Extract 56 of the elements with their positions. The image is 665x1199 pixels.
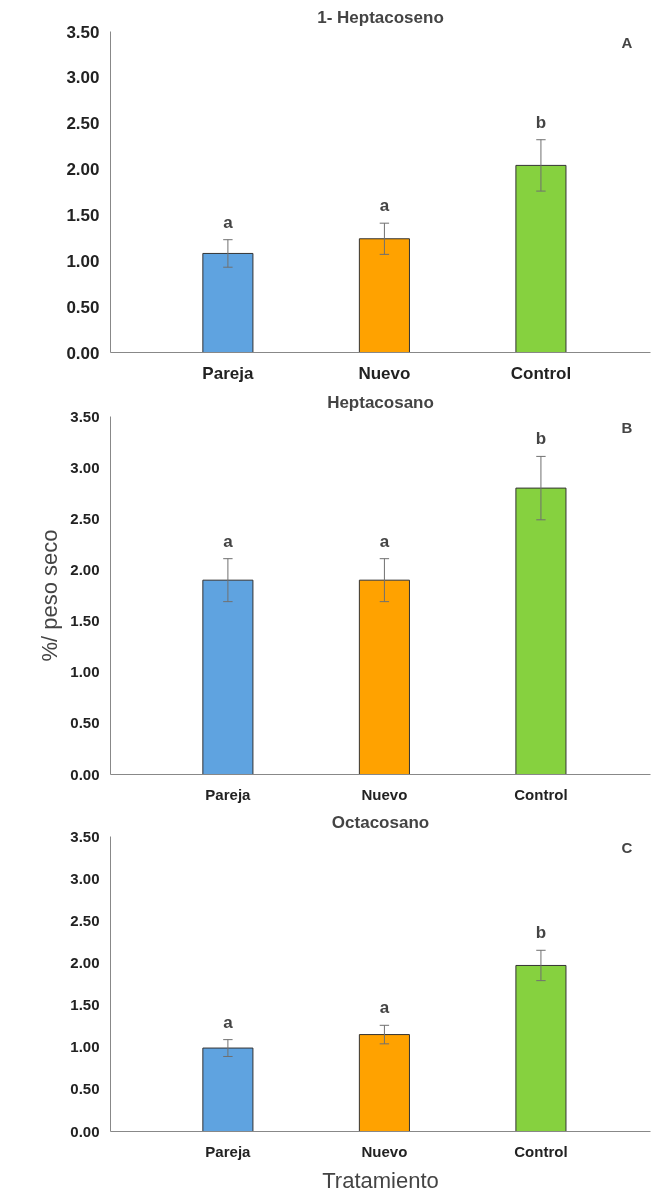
y-tick-label: 1.50 [66,205,100,225]
annotation: B [621,418,633,436]
y-tick-label: 1.00 [70,1038,100,1056]
y-tick-label: 3.00 [66,68,100,88]
y-tick-label: 1.00 [70,663,100,681]
chart-title: Heptacosano [327,392,434,412]
annotation: a [379,531,390,551]
annotation: b [535,112,547,132]
y-tick-label: 3.00 [70,869,100,887]
annotation: a [379,196,390,216]
y-tick-label: 1.00 [66,251,100,271]
x-tick-label: Control [514,785,568,803]
chart-title: Octacosano [331,812,430,832]
y-tick-label: 3.00 [70,458,100,476]
y-tick-label: 0.00 [66,343,100,363]
annotation: A [621,33,633,51]
annotation: a [223,212,234,232]
y-tick-label: 2.50 [66,114,100,134]
y-tick-label: 2.00 [66,160,100,180]
bar [202,252,254,353]
y-tick-label: 2.50 [70,509,100,527]
y-tick-label: 3.50 [70,407,100,425]
y-axis-title: %/ peso seco [37,529,63,662]
y-tick-label: 3.50 [70,827,100,845]
x-tick-label: Nuevo [358,363,411,383]
x-tick-label: Nuevo [361,1142,408,1160]
y-tick-label: 1.50 [70,996,100,1014]
annotation: C [621,838,633,856]
bar [358,238,410,353]
y-tick-label: 2.50 [70,911,100,929]
annotation: a [223,531,234,551]
annotation: b [535,923,547,943]
y-tick-label: 0.50 [66,297,100,317]
y-tick-label: 0.00 [70,765,100,783]
x-tick-label: Nuevo [361,785,408,803]
y-tick-label: 0.50 [70,1080,100,1098]
y-tick-label: 1.50 [70,612,100,630]
y-tick-label: 3.50 [66,22,100,42]
x-tick-label: Pareja [205,785,252,803]
bar [515,964,567,1132]
bar [358,1034,410,1132]
y-tick-label: 0.00 [70,1122,100,1140]
annotation: b [535,429,547,449]
bar [515,164,567,353]
chart-title: 1- Heptacoseno [317,7,444,27]
x-tick-label: Control [514,1142,568,1160]
x-tick-label: Control [510,363,572,383]
annotation: a [223,1012,234,1032]
x-axis-title: Tratamiento [322,1167,439,1193]
bar [202,1047,254,1132]
y-tick-label: 2.00 [70,560,100,578]
y-tick-label: 0.50 [70,714,100,732]
y-tick-label: 2.00 [70,953,100,971]
annotation: a [379,998,390,1018]
x-tick-label: Pareja [205,1142,252,1160]
x-tick-label: Pareja [202,363,254,383]
